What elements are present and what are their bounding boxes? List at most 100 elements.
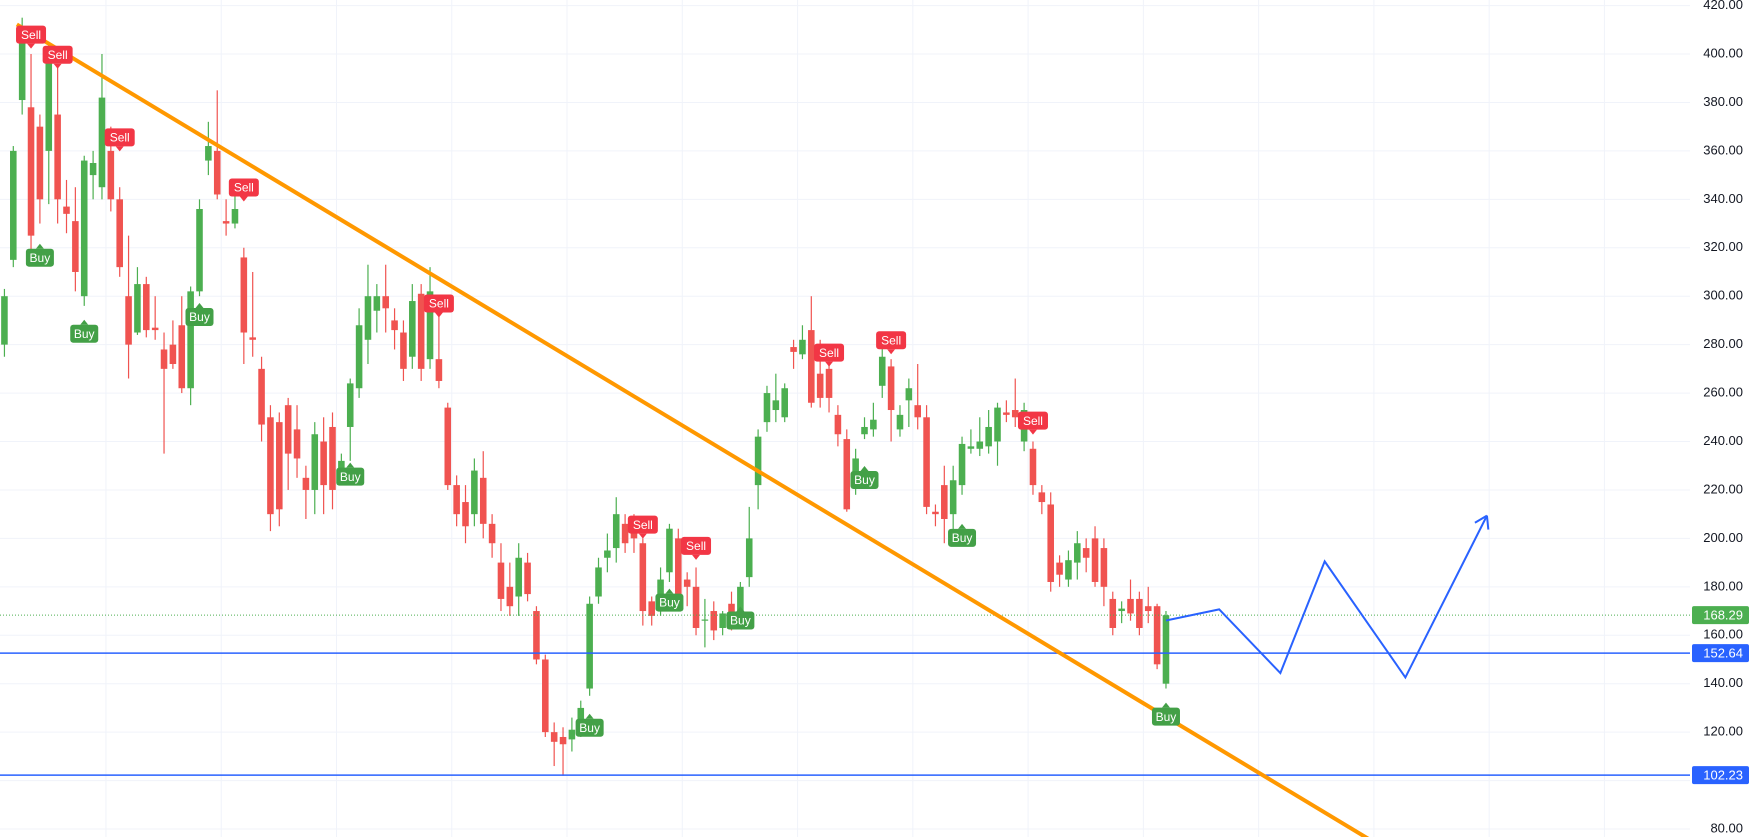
candle-body — [426, 291, 434, 360]
signal-label: Buy — [340, 470, 361, 484]
candle-body — [479, 477, 487, 524]
candle-body — [1082, 548, 1090, 558]
candle-body — [125, 296, 132, 345]
candle-body — [89, 162, 97, 176]
candle-body — [1065, 560, 1072, 580]
signal: Sell — [104, 128, 135, 152]
candle-body — [772, 400, 780, 411]
signal-box — [16, 25, 47, 44]
signal: Buy — [25, 243, 54, 267]
candle-body — [657, 579, 664, 607]
candle-body — [213, 150, 221, 195]
candle-body — [169, 344, 177, 365]
candle-body — [222, 221, 230, 224]
y-tick-label: 120.00 — [1703, 724, 1743, 739]
candle-body — [648, 601, 655, 616]
candle-body — [302, 477, 310, 490]
candle-body — [692, 586, 700, 628]
candle-body — [745, 538, 753, 578]
signal-pointer — [195, 303, 204, 309]
signal-box — [726, 611, 755, 630]
candle-body — [896, 414, 904, 430]
signal-box — [104, 128, 135, 147]
drawn-line — [1165, 515, 1488, 680]
signal-pointer — [638, 533, 647, 539]
candle-body — [683, 579, 691, 587]
signal: Sell — [423, 294, 454, 318]
signal: Sell — [681, 536, 712, 560]
signal: Buy — [185, 303, 214, 327]
candle-body — [533, 611, 540, 660]
signal-box — [876, 331, 907, 350]
signal-label: Buy — [74, 327, 95, 341]
signal: Buy — [850, 466, 879, 490]
signal-pointer — [80, 319, 89, 325]
candle-body — [107, 150, 115, 200]
candle-body — [151, 327, 159, 331]
candle-body — [542, 659, 549, 733]
price-label: 102.23 — [1703, 768, 1743, 783]
signal-pointer — [736, 606, 745, 612]
signal: Sell — [876, 331, 907, 355]
candle-body — [36, 126, 44, 200]
candle-body — [985, 426, 992, 447]
signal-box — [1151, 707, 1180, 726]
candle-body — [471, 470, 478, 515]
candle-body — [710, 611, 718, 631]
signal-pointer — [27, 43, 36, 49]
candle-body — [949, 480, 957, 515]
candle-body — [231, 209, 239, 224]
candle-body — [1003, 412, 1010, 415]
signal-label: Sell — [48, 48, 68, 62]
y-tick-label: 240.00 — [1703, 433, 1743, 448]
signal-pointer — [115, 146, 124, 152]
signal-box — [25, 248, 54, 267]
candle-body — [941, 485, 948, 520]
signal-label: Buy — [189, 310, 210, 324]
candle-body — [346, 383, 354, 427]
candle-body — [923, 417, 930, 507]
signal-label: Sell — [633, 518, 653, 532]
candle-body — [905, 388, 913, 401]
candle-body — [834, 414, 842, 435]
price-label-box — [1692, 644, 1749, 663]
candle-body — [293, 429, 301, 459]
signal: Buy — [1151, 702, 1180, 726]
signal-box — [1017, 411, 1048, 430]
candle-body — [45, 58, 53, 151]
candle-body — [586, 603, 593, 689]
candle-body — [462, 502, 469, 527]
signal-pointer — [1028, 429, 1037, 435]
signal-pointer — [887, 349, 896, 355]
candle-body — [1029, 448, 1037, 486]
signal-label: Sell — [819, 346, 839, 360]
signal-label: Sell — [881, 333, 901, 347]
candle-body — [666, 528, 673, 573]
candle-body — [799, 339, 806, 355]
signal: Sell — [627, 515, 658, 539]
candle-body — [994, 407, 1001, 442]
signal-pointer — [825, 361, 834, 367]
candle-body — [967, 446, 975, 449]
signal: Buy — [336, 462, 365, 486]
signal-box — [336, 467, 365, 486]
signal: Sell — [228, 178, 259, 202]
y-tick-label: 380.00 — [1703, 94, 1743, 109]
signal-label: Sell — [1023, 414, 1043, 428]
price-label-box — [1692, 766, 1749, 785]
candle-body — [329, 426, 336, 490]
candle-body — [737, 586, 744, 612]
signal-pointer — [53, 63, 62, 69]
candle-body — [1056, 562, 1063, 575]
signal-box — [655, 593, 684, 612]
signal: Buy — [726, 606, 755, 630]
price-label-box — [1692, 606, 1749, 625]
candle-body — [320, 441, 327, 486]
signal-box — [423, 294, 454, 313]
signal: Sell — [42, 45, 73, 69]
candle-body — [18, 29, 26, 101]
y-tick-label: 400.00 — [1703, 45, 1743, 60]
y-tick-label: 420.00 — [1703, 0, 1743, 12]
candle-body — [63, 206, 70, 214]
